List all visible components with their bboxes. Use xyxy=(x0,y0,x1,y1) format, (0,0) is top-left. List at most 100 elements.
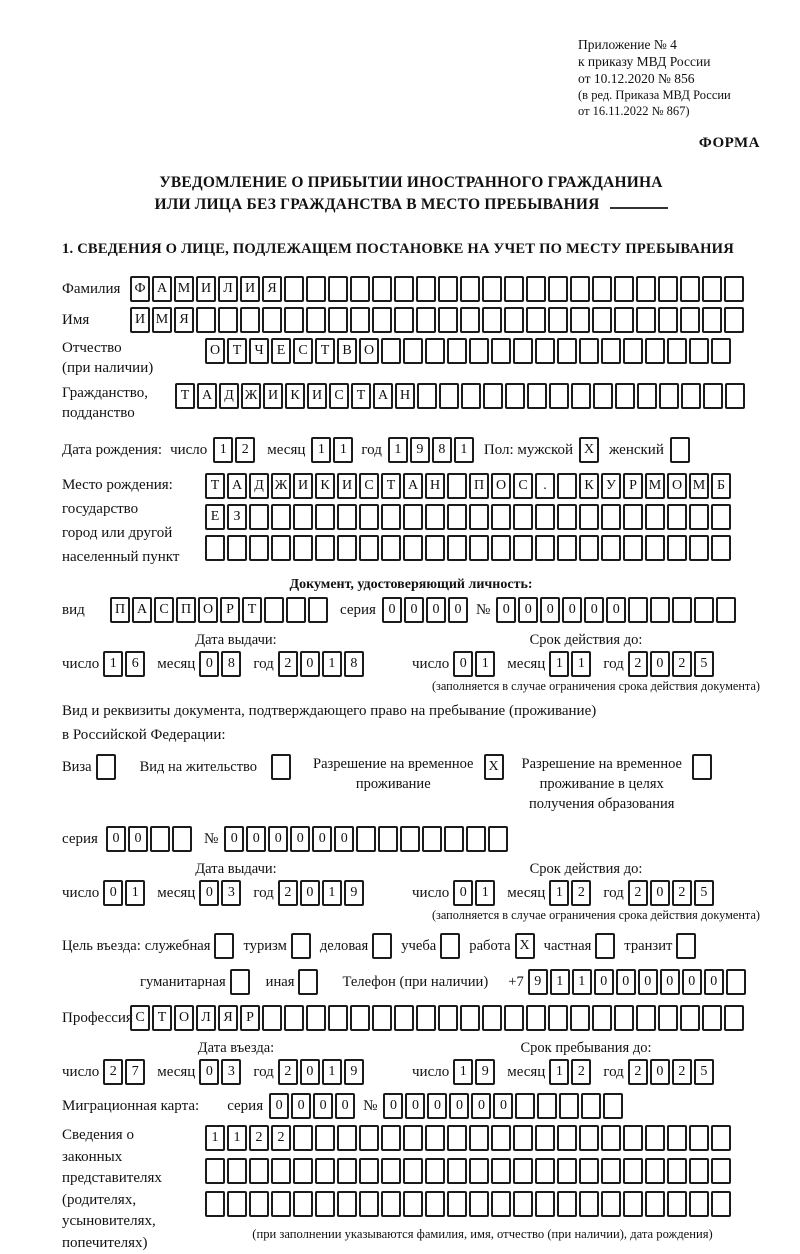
char-box: 0 xyxy=(453,651,474,677)
char-box xyxy=(328,276,348,302)
char-box: 0 xyxy=(649,651,670,677)
appendix-line: Приложение № 4 xyxy=(578,37,677,52)
char-box xyxy=(425,1158,445,1184)
char-box: Н xyxy=(425,473,445,499)
char-box xyxy=(601,1191,621,1217)
char-box xyxy=(711,338,731,364)
char-box xyxy=(438,1005,458,1031)
char-box: 0 xyxy=(659,969,680,995)
char-box xyxy=(381,535,401,561)
expiry-title: Срок действия до: xyxy=(529,861,643,877)
char-box: 0 xyxy=(471,1093,492,1119)
char-box xyxy=(271,754,292,780)
purpose-item-label: работа xyxy=(469,938,511,954)
char-box xyxy=(359,1191,379,1217)
char-box: 2 xyxy=(571,880,592,906)
char-box xyxy=(315,1191,335,1217)
identity-doc-heading: Документ, удостоверяющий личность: xyxy=(289,577,533,592)
purpose-tourism-checkbox xyxy=(290,933,313,959)
char-box xyxy=(623,535,643,561)
char-box xyxy=(350,276,370,302)
char-box xyxy=(249,1158,269,1184)
char-box xyxy=(676,933,697,959)
char-box xyxy=(359,504,379,530)
char-box: 5 xyxy=(693,880,714,906)
form-label: ФОРМА xyxy=(698,135,760,151)
char-box xyxy=(689,338,709,364)
char-box: Т xyxy=(152,1005,172,1031)
char-box xyxy=(689,1158,709,1184)
char-box: А xyxy=(152,276,172,302)
char-box xyxy=(579,1125,599,1151)
char-box: 0 xyxy=(290,826,311,852)
char-box xyxy=(284,307,304,333)
char-box xyxy=(491,504,511,530)
char-box: . xyxy=(535,473,555,499)
char-box: 2 xyxy=(235,437,256,463)
char-box: 0 xyxy=(383,1093,404,1119)
citizenship-label: Гражданство, подданство xyxy=(62,385,149,421)
purpose-item-label: деловая xyxy=(319,938,369,954)
char-box xyxy=(557,338,577,364)
expiry-note: (заполняется в случае ограничения срока … xyxy=(431,908,760,922)
char-box xyxy=(689,1191,709,1217)
char-box xyxy=(350,1005,370,1031)
char-box xyxy=(149,826,170,852)
birth-place-label: Место рождения: государство город или др… xyxy=(62,477,180,565)
residence-doc-types: Виза Вид на жительство Разрешение на вре… xyxy=(62,754,760,814)
char-box: С xyxy=(154,597,174,623)
char-box: Л xyxy=(196,1005,216,1031)
char-box: X xyxy=(483,754,504,780)
char-box xyxy=(306,276,326,302)
char-box: Ч xyxy=(249,338,269,364)
char-box: Т xyxy=(205,473,225,499)
char-box xyxy=(403,535,423,561)
char-box: 0 xyxy=(403,597,424,623)
char-box: 9 xyxy=(343,880,364,906)
char-box: И xyxy=(196,276,216,302)
char-box xyxy=(667,535,687,561)
char-box: 1 xyxy=(571,651,592,677)
char-box: 0 xyxy=(246,826,267,852)
char-box xyxy=(240,307,260,333)
char-box xyxy=(645,1125,665,1151)
char-box xyxy=(315,504,335,530)
appendix-line: к приказу МВД России xyxy=(578,54,711,69)
year-label: год xyxy=(253,885,274,901)
char-box xyxy=(447,535,467,561)
char-box xyxy=(218,307,238,333)
char-box xyxy=(601,338,621,364)
char-box xyxy=(359,535,379,561)
char-box xyxy=(680,1005,700,1031)
char-box: П xyxy=(469,473,489,499)
char-box xyxy=(315,1158,335,1184)
firstname-label: Имя xyxy=(62,312,90,328)
char-box: 2 xyxy=(571,1059,592,1085)
purpose-item-label: туризм xyxy=(243,938,287,954)
char-box xyxy=(680,307,700,333)
char-box: 0 xyxy=(649,880,670,906)
char-box xyxy=(711,1158,731,1184)
char-box: И xyxy=(337,473,357,499)
residence-doc-line1: Вид и реквизиты документа, подтверждающе… xyxy=(62,703,597,719)
char-box: 2 xyxy=(249,1125,269,1151)
section1-heading: 1. СВЕДЕНИЯ О ЛИЦЕ, ПОДЛЕЖАЩЕМ ПОСТАНОВК… xyxy=(62,241,734,257)
char-box xyxy=(724,1005,744,1031)
char-box: 0 xyxy=(103,880,124,906)
char-box xyxy=(570,1005,590,1031)
representatives-label: Сведения о законных представителях (роди… xyxy=(62,1127,162,1251)
char-box xyxy=(469,338,489,364)
representatives-row2 xyxy=(205,1158,760,1184)
char-box xyxy=(171,826,192,852)
char-box xyxy=(482,307,502,333)
char-box xyxy=(461,383,481,409)
char-box xyxy=(293,1158,313,1184)
